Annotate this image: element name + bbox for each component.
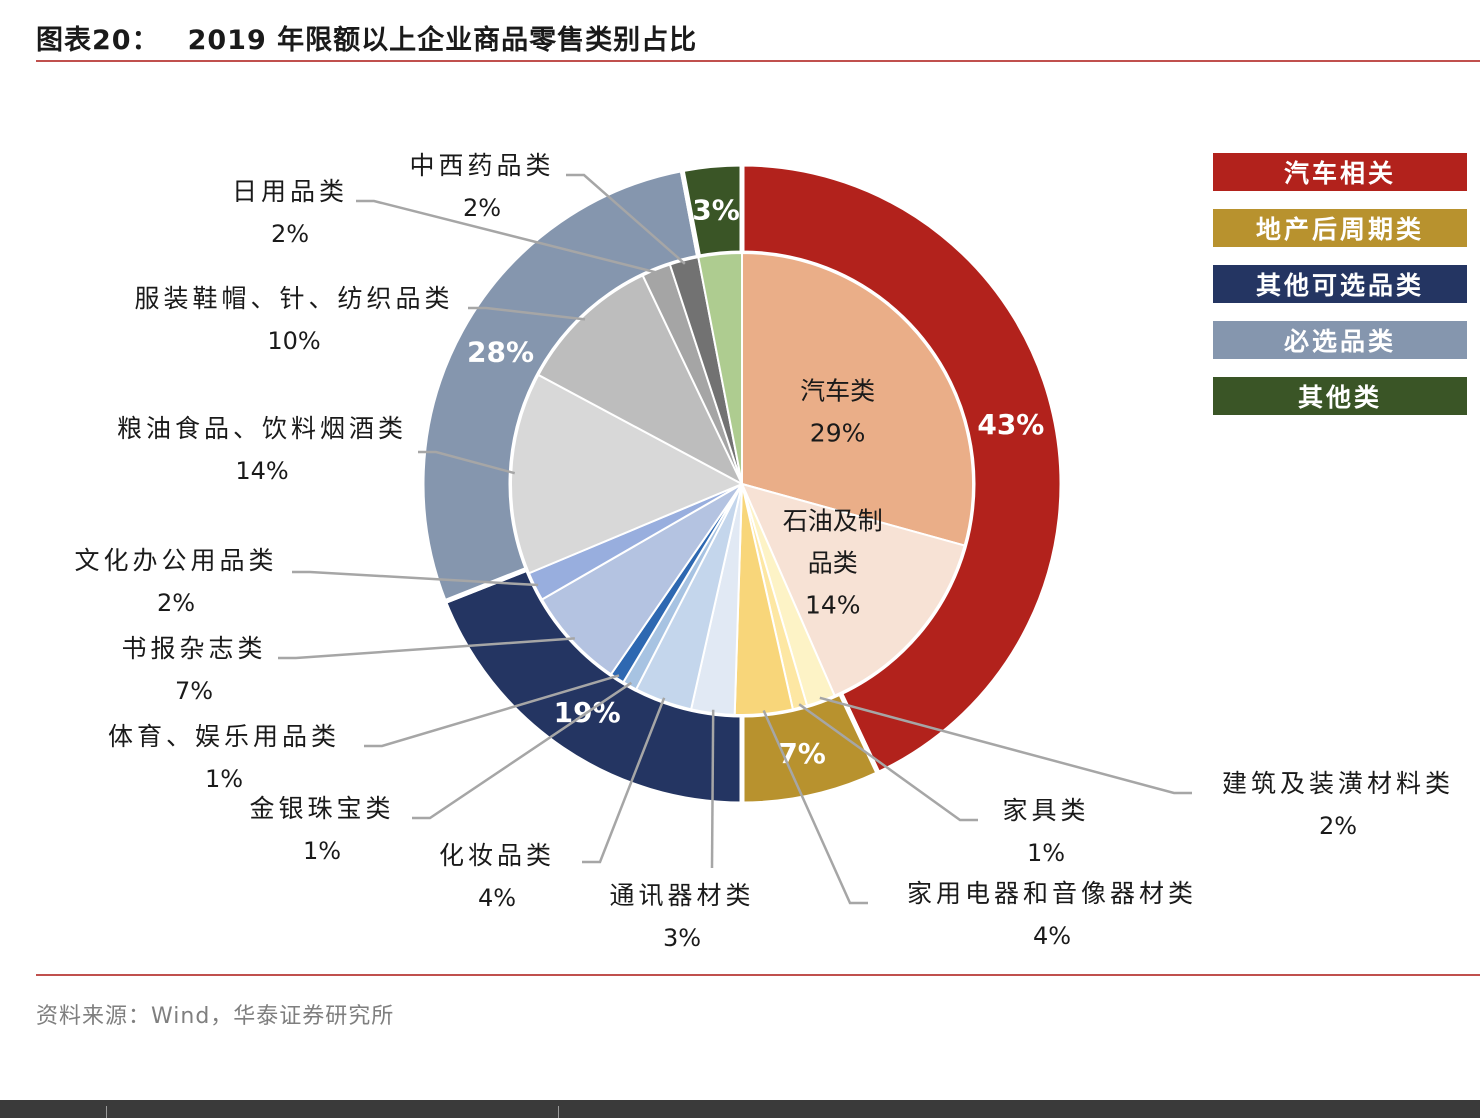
outer-slice-label: 43% [977,408,1044,441]
leader-line [418,450,516,475]
leader-line [566,173,686,265]
leader-line [798,703,978,822]
inner-slice [741,251,974,547]
inner-slice-percent: 2% [271,220,309,248]
inner-slice-name: 通讯器材类 [609,881,754,910]
inner-slice-percent: 10% [267,327,320,355]
leader-line [710,709,715,869]
inner-slice-name: 粮油食品、饮料烟酒类 [117,414,407,443]
inner-slice-percent: 4% [1033,922,1071,950]
inner-slice [740,482,966,697]
leader-line [582,697,666,864]
outer-slice-label: 3% [692,194,740,227]
bottom-bar [0,1100,1480,1118]
leader-line [762,709,868,905]
inner-slice-name: 服装鞋帽、针、纺织品类 [134,284,453,313]
figure-title-text: 2019 年限额以上企业商品零售类别占比 [187,25,698,56]
inner-slice-percent: 2% [157,589,195,617]
figure-label: 图表20： [36,25,160,56]
bottom-bar-tick [106,1106,107,1118]
inner-slice [540,483,743,676]
inner-slice-name: 金银珠宝类 [249,794,394,823]
inner-slice-percent: 4% [478,884,516,912]
leader-line [292,570,539,587]
legend-item: 其他类 [1213,377,1467,415]
inner-slice-label: 石油及制品类 14% [783,507,883,620]
inner-slice [537,274,745,487]
inner-slice-name: 中西药品类 [409,151,554,180]
leader-line [356,199,658,274]
inner-slice-name: 家用电器和音像器材类 [907,879,1197,908]
inner-slice-name: 化妆品类 [439,841,555,870]
source-divider [36,974,1480,976]
bottom-bar-tick [558,1106,559,1118]
inner-slice-percent: 1% [205,765,243,793]
inner-slice-name: 日用品类 [232,177,348,206]
title-divider [36,60,1480,62]
legend-item: 地产后周期类 [1213,209,1467,247]
inner-slice-name: 体育、娱乐用品类 [108,722,340,751]
leader-line [278,637,575,660]
inner-slice-name: 书报杂志类 [121,634,266,663]
inner-slice [697,251,743,485]
inner-slice-name: 文化办公用品类 [74,546,277,575]
inner-slice-name: 建筑及装潢材料类 [1222,769,1454,798]
figure-title: 图表20： 2019 年限额以上企业商品零售类别占比 [36,18,697,57]
legend-item: 汽车相关 [1213,153,1467,191]
source-note: 资料来源：Wind，华泰证券研究所 [36,1004,395,1029]
inner-slice-percent: 3% [663,924,701,952]
inner-slice-name: 家具类 [1002,796,1089,825]
leader-line [412,681,633,820]
inner-slice-label: 汽车类 29% [800,376,875,447]
leader-line [468,306,586,321]
legend-item: 必选品类 [1213,321,1467,359]
legend-item: 其他可选品类 [1213,265,1467,303]
outer-slice-label: 7% [778,737,826,770]
outer-slice-label: 28% [467,335,534,368]
leader-line [364,674,620,748]
inner-slice-percent: 7% [175,677,213,705]
inner-slice-percent: 2% [1319,812,1357,840]
chart-legend: 汽车相关地产后周期类 其他可选品类 必选品类其他类 [1213,153,1467,433]
leader-line [819,696,1192,795]
inner-slice-percent: 14% [235,457,288,485]
inner-slice-percent: 2% [463,194,501,222]
inner-slice-percent: 1% [303,837,341,865]
inner-slice-percent: 1% [1027,839,1065,867]
